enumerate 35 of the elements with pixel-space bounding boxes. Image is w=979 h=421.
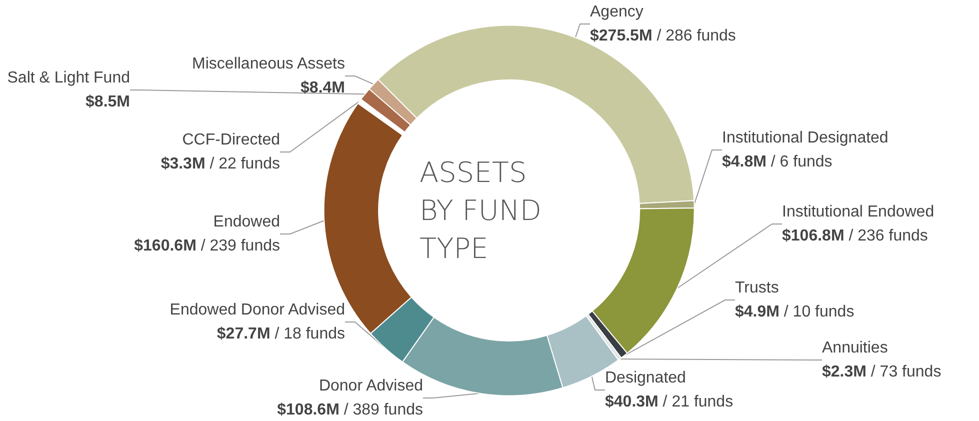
slice-label: Annuities [822, 340, 888, 356]
data-label: $40.3M [605, 394, 658, 410]
data-label: $3.3M [160, 156, 206, 172]
slice-label: Endowed Donor Advised [170, 302, 345, 318]
data-label: $4.8M [722, 154, 766, 170]
slice-label: Institutional Designated [722, 130, 888, 146]
data-label: $106.8M [782, 228, 844, 244]
data-label: $8.4M [300, 80, 345, 96]
text: / 18 funds [270, 326, 345, 342]
slice-label: Endowed [213, 214, 280, 230]
slice-label: Salt & Light Fund [7, 70, 130, 86]
text: / 10 funds [779, 304, 854, 320]
text: ASSETS BY FUND TYPE [420, 156, 550, 265]
text: / 286 funds [652, 28, 736, 44]
slice-label: Institutional Endowed [782, 204, 934, 220]
data-label: $4.9M [735, 304, 780, 320]
text: / 22 funds [205, 156, 280, 172]
data-label: $8.5M [86, 94, 130, 110]
data-label: $160.6M [134, 238, 196, 254]
text: / 239 funds [196, 238, 280, 254]
slice-label: CCF-Directed [182, 132, 280, 148]
text: / 389 funds [339, 402, 423, 418]
slice-label: Designated [605, 370, 686, 386]
text: / 236 funds [844, 228, 928, 244]
data-label: $108.6M [277, 402, 340, 418]
data-label: $2.3M [822, 364, 866, 380]
slice-label: Agency [590, 4, 644, 20]
data-label: $27.7M [216, 326, 270, 342]
slice-label: Miscellaneous Assets [192, 56, 345, 72]
text: / 73 funds [866, 364, 942, 380]
data-label: $275.5M [590, 28, 652, 44]
slice-label: Donor Advised [318, 378, 423, 394]
text: / 21 funds [658, 394, 734, 410]
slice-label: Trusts [735, 280, 779, 296]
text: / 6 funds [766, 154, 832, 170]
